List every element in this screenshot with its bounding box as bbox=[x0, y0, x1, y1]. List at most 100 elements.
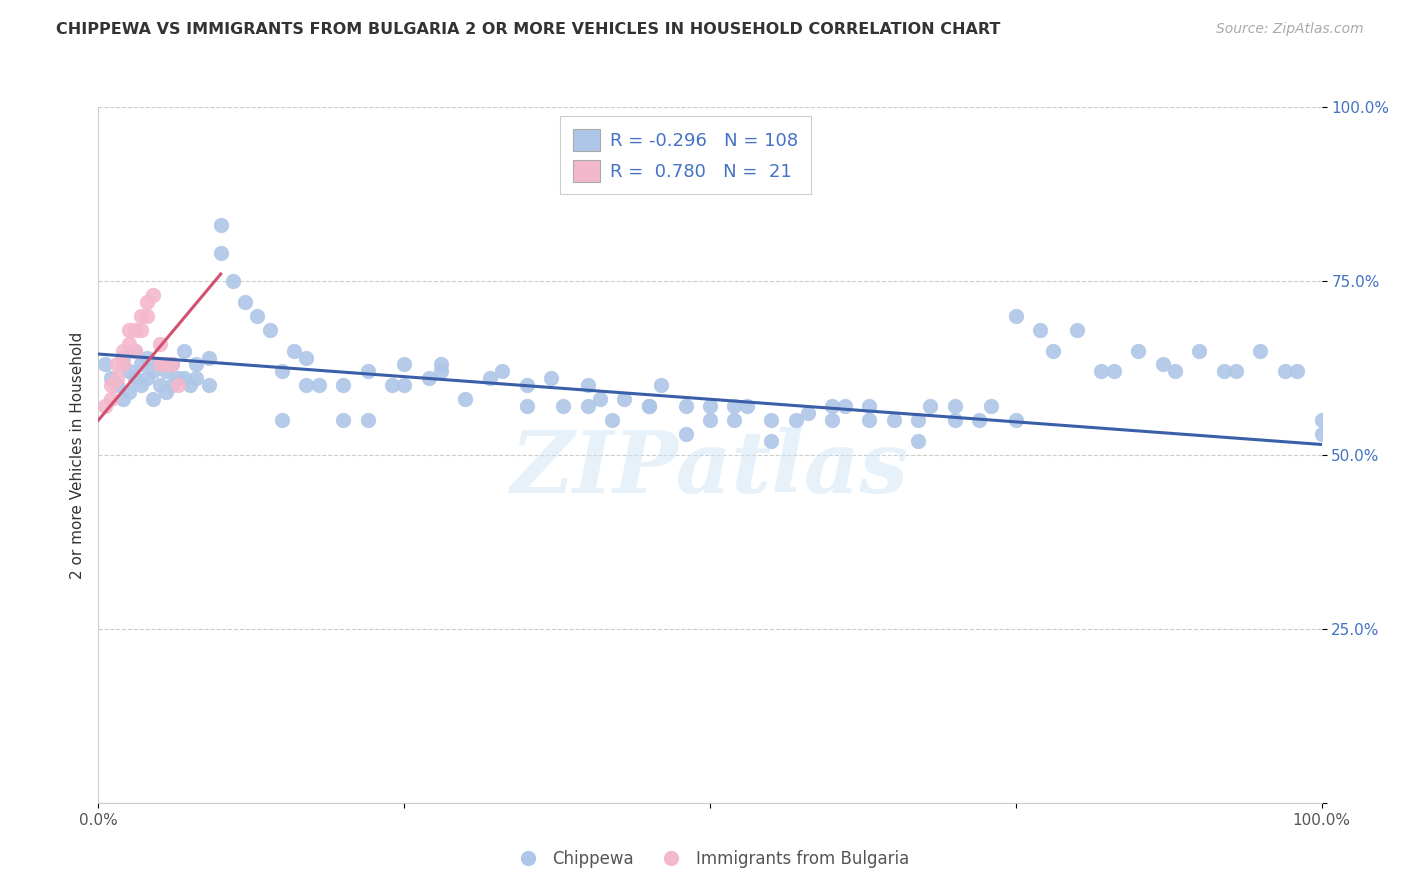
Point bbox=[785, 413, 807, 427]
Point bbox=[149, 336, 172, 351]
Point bbox=[1286, 364, 1309, 378]
Point bbox=[259, 323, 281, 337]
Point bbox=[1004, 413, 1026, 427]
Point bbox=[515, 399, 537, 413]
Text: CHIPPEWA VS IMMIGRANTS FROM BULGARIA 2 OR MORE VEHICLES IN HOUSEHOLD CORRELATION: CHIPPEWA VS IMMIGRANTS FROM BULGARIA 2 O… bbox=[56, 22, 1001, 37]
Point bbox=[142, 392, 165, 407]
Point bbox=[197, 378, 219, 392]
Point bbox=[418, 371, 440, 385]
Point bbox=[155, 358, 177, 372]
Point bbox=[124, 371, 146, 385]
Point bbox=[1066, 323, 1088, 337]
Point bbox=[118, 364, 141, 378]
Point bbox=[392, 358, 416, 372]
Point bbox=[967, 413, 990, 427]
Point bbox=[576, 399, 599, 413]
Point bbox=[136, 309, 159, 323]
Point bbox=[160, 378, 183, 392]
Point bbox=[699, 399, 721, 413]
Point bbox=[761, 413, 783, 427]
Point bbox=[723, 399, 745, 413]
Point bbox=[589, 392, 612, 407]
Point bbox=[111, 392, 134, 407]
Point bbox=[111, 351, 134, 365]
Point bbox=[1090, 364, 1112, 378]
Point bbox=[246, 309, 269, 323]
Point bbox=[136, 351, 159, 365]
Point bbox=[1310, 413, 1333, 427]
Point bbox=[600, 413, 623, 427]
Point bbox=[100, 378, 122, 392]
Point bbox=[1029, 323, 1052, 337]
Point bbox=[540, 371, 562, 385]
Point bbox=[1225, 364, 1247, 378]
Point bbox=[173, 371, 195, 385]
Point bbox=[392, 378, 416, 392]
Point bbox=[167, 371, 190, 385]
Point bbox=[515, 378, 537, 392]
Point bbox=[675, 399, 697, 413]
Point bbox=[430, 358, 453, 372]
Point bbox=[1249, 343, 1271, 358]
Point bbox=[270, 364, 294, 378]
Point bbox=[1310, 427, 1333, 442]
Point bbox=[124, 323, 146, 337]
Point bbox=[723, 413, 745, 427]
Point bbox=[308, 378, 330, 392]
Point bbox=[179, 378, 201, 392]
Point bbox=[186, 371, 208, 385]
Point bbox=[160, 358, 183, 372]
Point bbox=[209, 219, 232, 233]
Text: ZIPatlas: ZIPatlas bbox=[510, 427, 910, 510]
Point bbox=[105, 378, 128, 392]
Y-axis label: 2 or more Vehicles in Household: 2 or more Vehicles in Household bbox=[69, 331, 84, 579]
Point bbox=[883, 413, 905, 427]
Point bbox=[118, 336, 141, 351]
Point bbox=[553, 399, 575, 413]
Point bbox=[907, 413, 929, 427]
Point bbox=[167, 378, 190, 392]
Point bbox=[980, 399, 1002, 413]
Point bbox=[430, 364, 453, 378]
Point bbox=[1152, 358, 1174, 372]
Point bbox=[93, 358, 115, 372]
Point bbox=[295, 351, 318, 365]
Point bbox=[1274, 364, 1296, 378]
Text: Source: ZipAtlas.com: Source: ZipAtlas.com bbox=[1216, 22, 1364, 37]
Point bbox=[129, 378, 152, 392]
Point bbox=[821, 413, 844, 427]
Point bbox=[797, 406, 820, 420]
Point bbox=[1212, 364, 1234, 378]
Point bbox=[142, 364, 165, 378]
Point bbox=[136, 294, 159, 309]
Point bbox=[1188, 343, 1211, 358]
Point bbox=[735, 399, 758, 413]
Point bbox=[124, 343, 146, 358]
Point bbox=[111, 343, 134, 358]
Point bbox=[111, 358, 134, 372]
Point bbox=[943, 399, 966, 413]
Point bbox=[356, 413, 378, 427]
Point bbox=[136, 371, 159, 385]
Point bbox=[1042, 343, 1064, 358]
Point bbox=[1164, 364, 1187, 378]
Point bbox=[478, 371, 501, 385]
Point bbox=[637, 399, 661, 413]
Point bbox=[920, 399, 942, 413]
Point bbox=[197, 351, 219, 365]
Point bbox=[1004, 309, 1026, 323]
Point bbox=[699, 413, 721, 427]
Point bbox=[650, 378, 672, 392]
Point bbox=[295, 378, 318, 392]
Point bbox=[105, 358, 128, 372]
Point bbox=[118, 385, 141, 400]
Point bbox=[356, 364, 378, 378]
Point bbox=[834, 399, 856, 413]
Point bbox=[943, 413, 966, 427]
Point bbox=[222, 274, 245, 288]
Point bbox=[186, 358, 208, 372]
Point bbox=[149, 358, 172, 372]
Point bbox=[1102, 364, 1125, 378]
Point bbox=[155, 385, 177, 400]
Point bbox=[907, 434, 929, 448]
